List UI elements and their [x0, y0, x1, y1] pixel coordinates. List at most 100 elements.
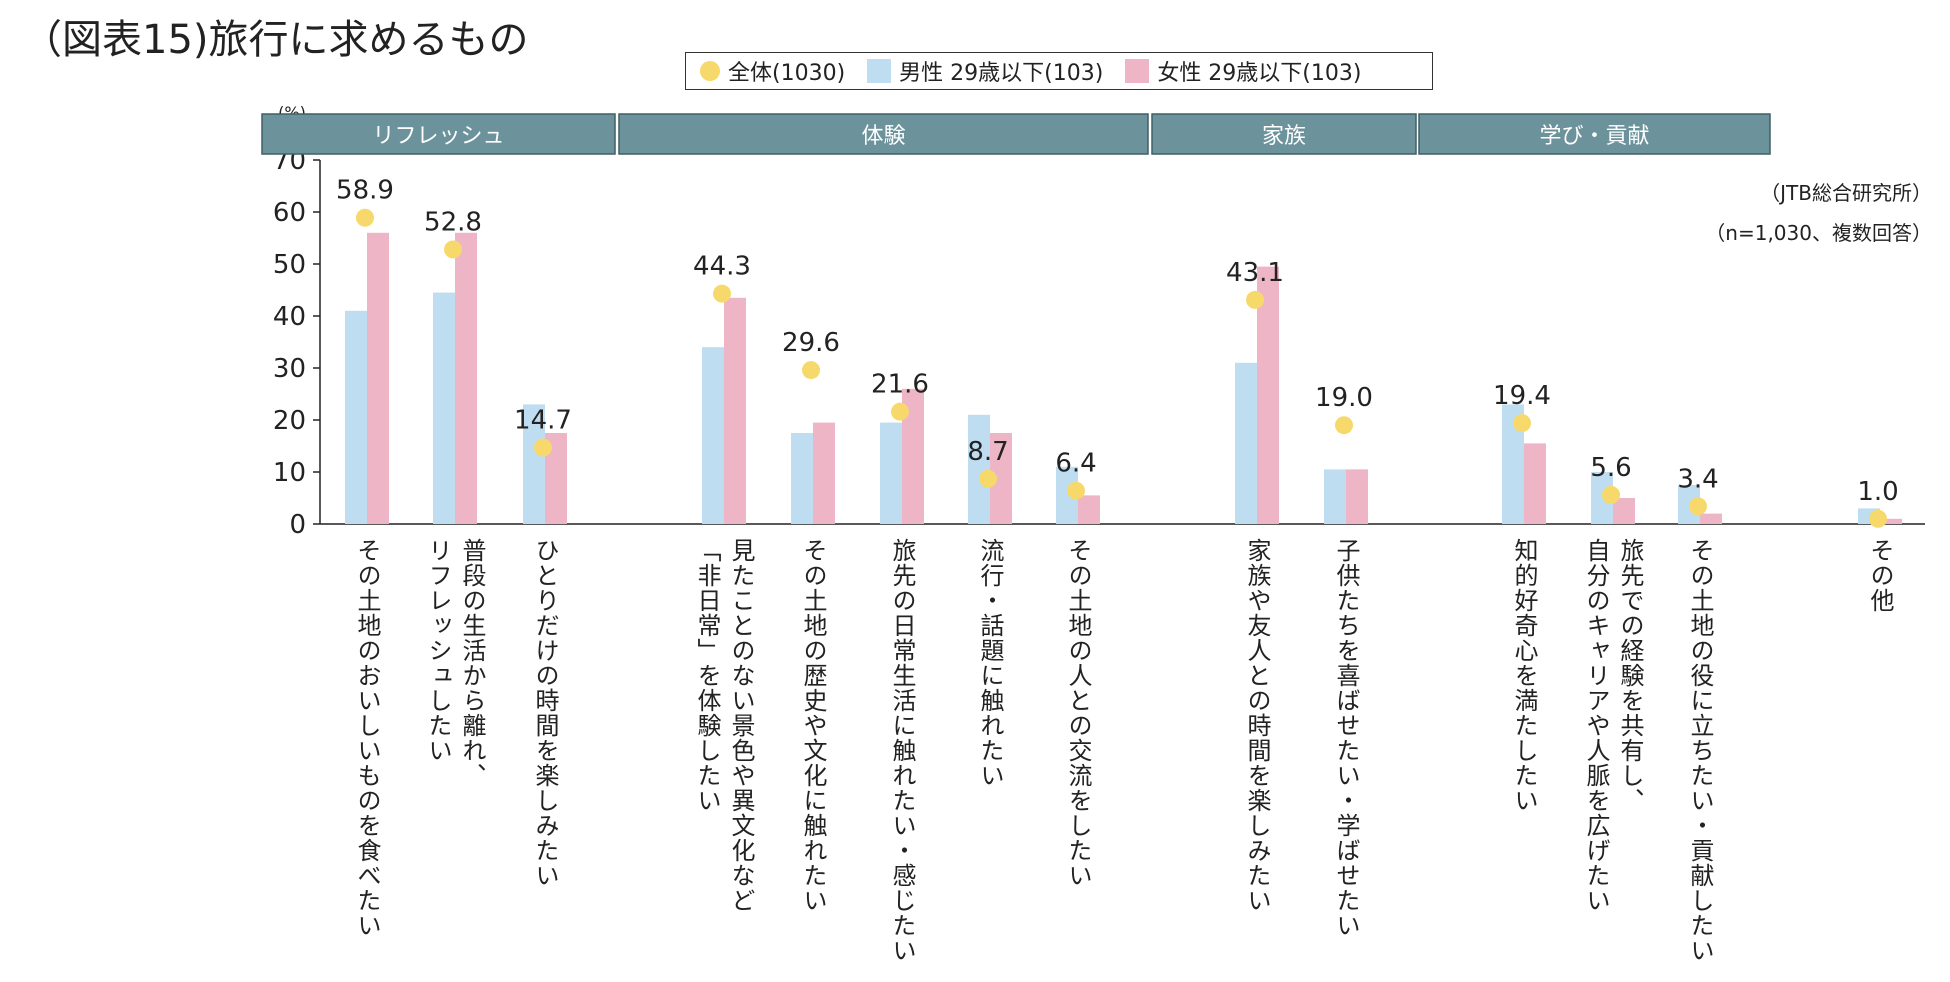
- female-bar: [1613, 498, 1635, 524]
- legend-item-female: 女性 29歳以下(103): [1125, 55, 1361, 87]
- category-label: 家族や友人との時間を楽しみたい: [1243, 538, 1271, 913]
- overall-dot: [979, 469, 997, 488]
- category-label: 旅先の日常生活に触れたい・感じたい: [888, 538, 916, 963]
- category-label: 知的好奇心を満たしたい: [1510, 538, 1538, 813]
- category-label: 見たことのない景色や異文化など: [727, 538, 755, 913]
- overall-dot: [1689, 497, 1707, 516]
- data-label: 5.6: [1590, 453, 1631, 483]
- data-label: 29.6: [782, 328, 840, 358]
- group-header-label: 家族: [1262, 124, 1306, 149]
- category-label: 旅先での経験を共有し、: [1616, 538, 1644, 813]
- female-bar: [455, 232, 477, 525]
- data-label: 19.0: [1315, 383, 1373, 413]
- group-header-box: [1418, 113, 1771, 155]
- group-header-box: [1151, 113, 1417, 155]
- data-label: 44.3: [693, 252, 751, 282]
- overall-dot: [534, 438, 552, 457]
- data-label: 52.8: [424, 207, 482, 237]
- overall-dot: [1246, 290, 1264, 309]
- overall-dot: [356, 208, 374, 227]
- male-bar: [1591, 472, 1613, 524]
- female-bar: [813, 422, 835, 524]
- legend-item-male: 男性 29歳以下(103): [867, 55, 1103, 87]
- source-note: （JTB総合研究所）: [1760, 181, 1932, 205]
- legend-label-female: 女性 29歳以下(103): [1157, 61, 1362, 86]
- male-bar: [1235, 362, 1257, 524]
- category-label: 子供たちを喜ばせたい・学ばせたい: [1332, 538, 1360, 938]
- overall-dot: [1513, 414, 1531, 433]
- male-bar: [433, 292, 455, 524]
- category-label: その土地のおいしいものを食べたい: [353, 538, 381, 938]
- female-bar: [1078, 495, 1100, 524]
- category-label: その土地の歴史や文化に触れたい: [799, 538, 827, 913]
- sample-note: （n=1,030、複数回答）: [1705, 221, 1932, 245]
- male-bar: [880, 422, 902, 524]
- data-label: 43.1: [1226, 258, 1284, 288]
- female-bar: [1346, 469, 1368, 524]
- overall-dot: [1067, 481, 1085, 500]
- legend-swatch-female: [1125, 59, 1150, 83]
- y-tick-label: 20: [273, 406, 306, 436]
- category-label: 普段の生活から離れ、: [458, 538, 486, 788]
- overall-dot: [444, 240, 462, 259]
- overall-dot: [1335, 416, 1353, 435]
- chart-title: （図表15)旅行に求めるもの: [22, 17, 529, 63]
- data-label: 58.9: [336, 176, 394, 206]
- data-label: 19.4: [1493, 381, 1551, 411]
- group-header-label: 体験: [861, 124, 905, 149]
- overall-dot: [713, 284, 731, 303]
- category-label: その他: [1866, 538, 1894, 613]
- male-bar: [1324, 469, 1346, 524]
- y-tick-label: 50: [273, 250, 306, 280]
- category-label: 流行・話題に触れたい: [976, 538, 1004, 788]
- y-tick-label: 60: [273, 198, 306, 228]
- legend: 全体(1030) 男性 29歳以下(103) 女性 29歳以下(103): [685, 52, 1433, 90]
- male-bar: [968, 414, 990, 524]
- category-label: 自分のキャリアや人脈を広げたい: [1582, 538, 1610, 913]
- group-header-box: [261, 113, 616, 155]
- group-header-label: 学び・貢献: [1539, 124, 1649, 149]
- male-bar: [523, 404, 545, 524]
- legend-label-all: 全体(1030): [728, 61, 846, 86]
- data-label: 21.6: [871, 370, 929, 400]
- overall-dot: [802, 361, 820, 380]
- overall-dot: [1602, 485, 1620, 504]
- overall-dot: [891, 402, 909, 421]
- data-label: 14.7: [514, 406, 572, 436]
- female-bar: [1700, 513, 1722, 524]
- y-tick-label: 10: [273, 458, 306, 488]
- legend-label-male: 男性 29歳以下(103): [899, 61, 1104, 86]
- category-label: その土地の人との交流をしたい: [1064, 538, 1092, 888]
- data-label: 6.4: [1055, 449, 1096, 479]
- y-tick-label: 30: [273, 354, 306, 384]
- data-label: 8.7: [967, 437, 1008, 467]
- male-bar: [791, 433, 813, 524]
- female-bar: [545, 433, 567, 524]
- y-tick-label: 40: [273, 302, 306, 332]
- female-bar: [1257, 266, 1279, 524]
- category-label: その土地の役に立ちたい・貢献したい: [1686, 538, 1714, 963]
- female-bar: [990, 433, 1012, 524]
- legend-swatch-male: [867, 59, 892, 83]
- category-label: 「非日常」を体験したい: [693, 538, 721, 813]
- y-tick-label: 0: [289, 510, 306, 540]
- legend-item-all: 全体(1030): [700, 55, 845, 87]
- female-bar: [1880, 518, 1902, 524]
- category-label: リフレッシュしたい: [424, 538, 452, 763]
- female-bar: [367, 232, 389, 525]
- data-label: 1.0: [1857, 477, 1898, 507]
- female-bar: [1524, 443, 1546, 524]
- male-bar: [1056, 466, 1078, 524]
- male-bar: [1502, 404, 1524, 524]
- overall-dot: [1869, 509, 1887, 528]
- group-header-box: [618, 113, 1149, 155]
- female-bar: [724, 297, 746, 524]
- male-bar: [702, 347, 724, 524]
- data-label: 3.4: [1677, 464, 1718, 494]
- group-header-label: リフレッシュ: [372, 124, 504, 149]
- category-label: ひとりだけの時間を楽しみたい: [531, 538, 559, 888]
- legend-dot-all: [700, 61, 720, 81]
- male-bar: [345, 310, 367, 524]
- female-bar: [902, 388, 924, 524]
